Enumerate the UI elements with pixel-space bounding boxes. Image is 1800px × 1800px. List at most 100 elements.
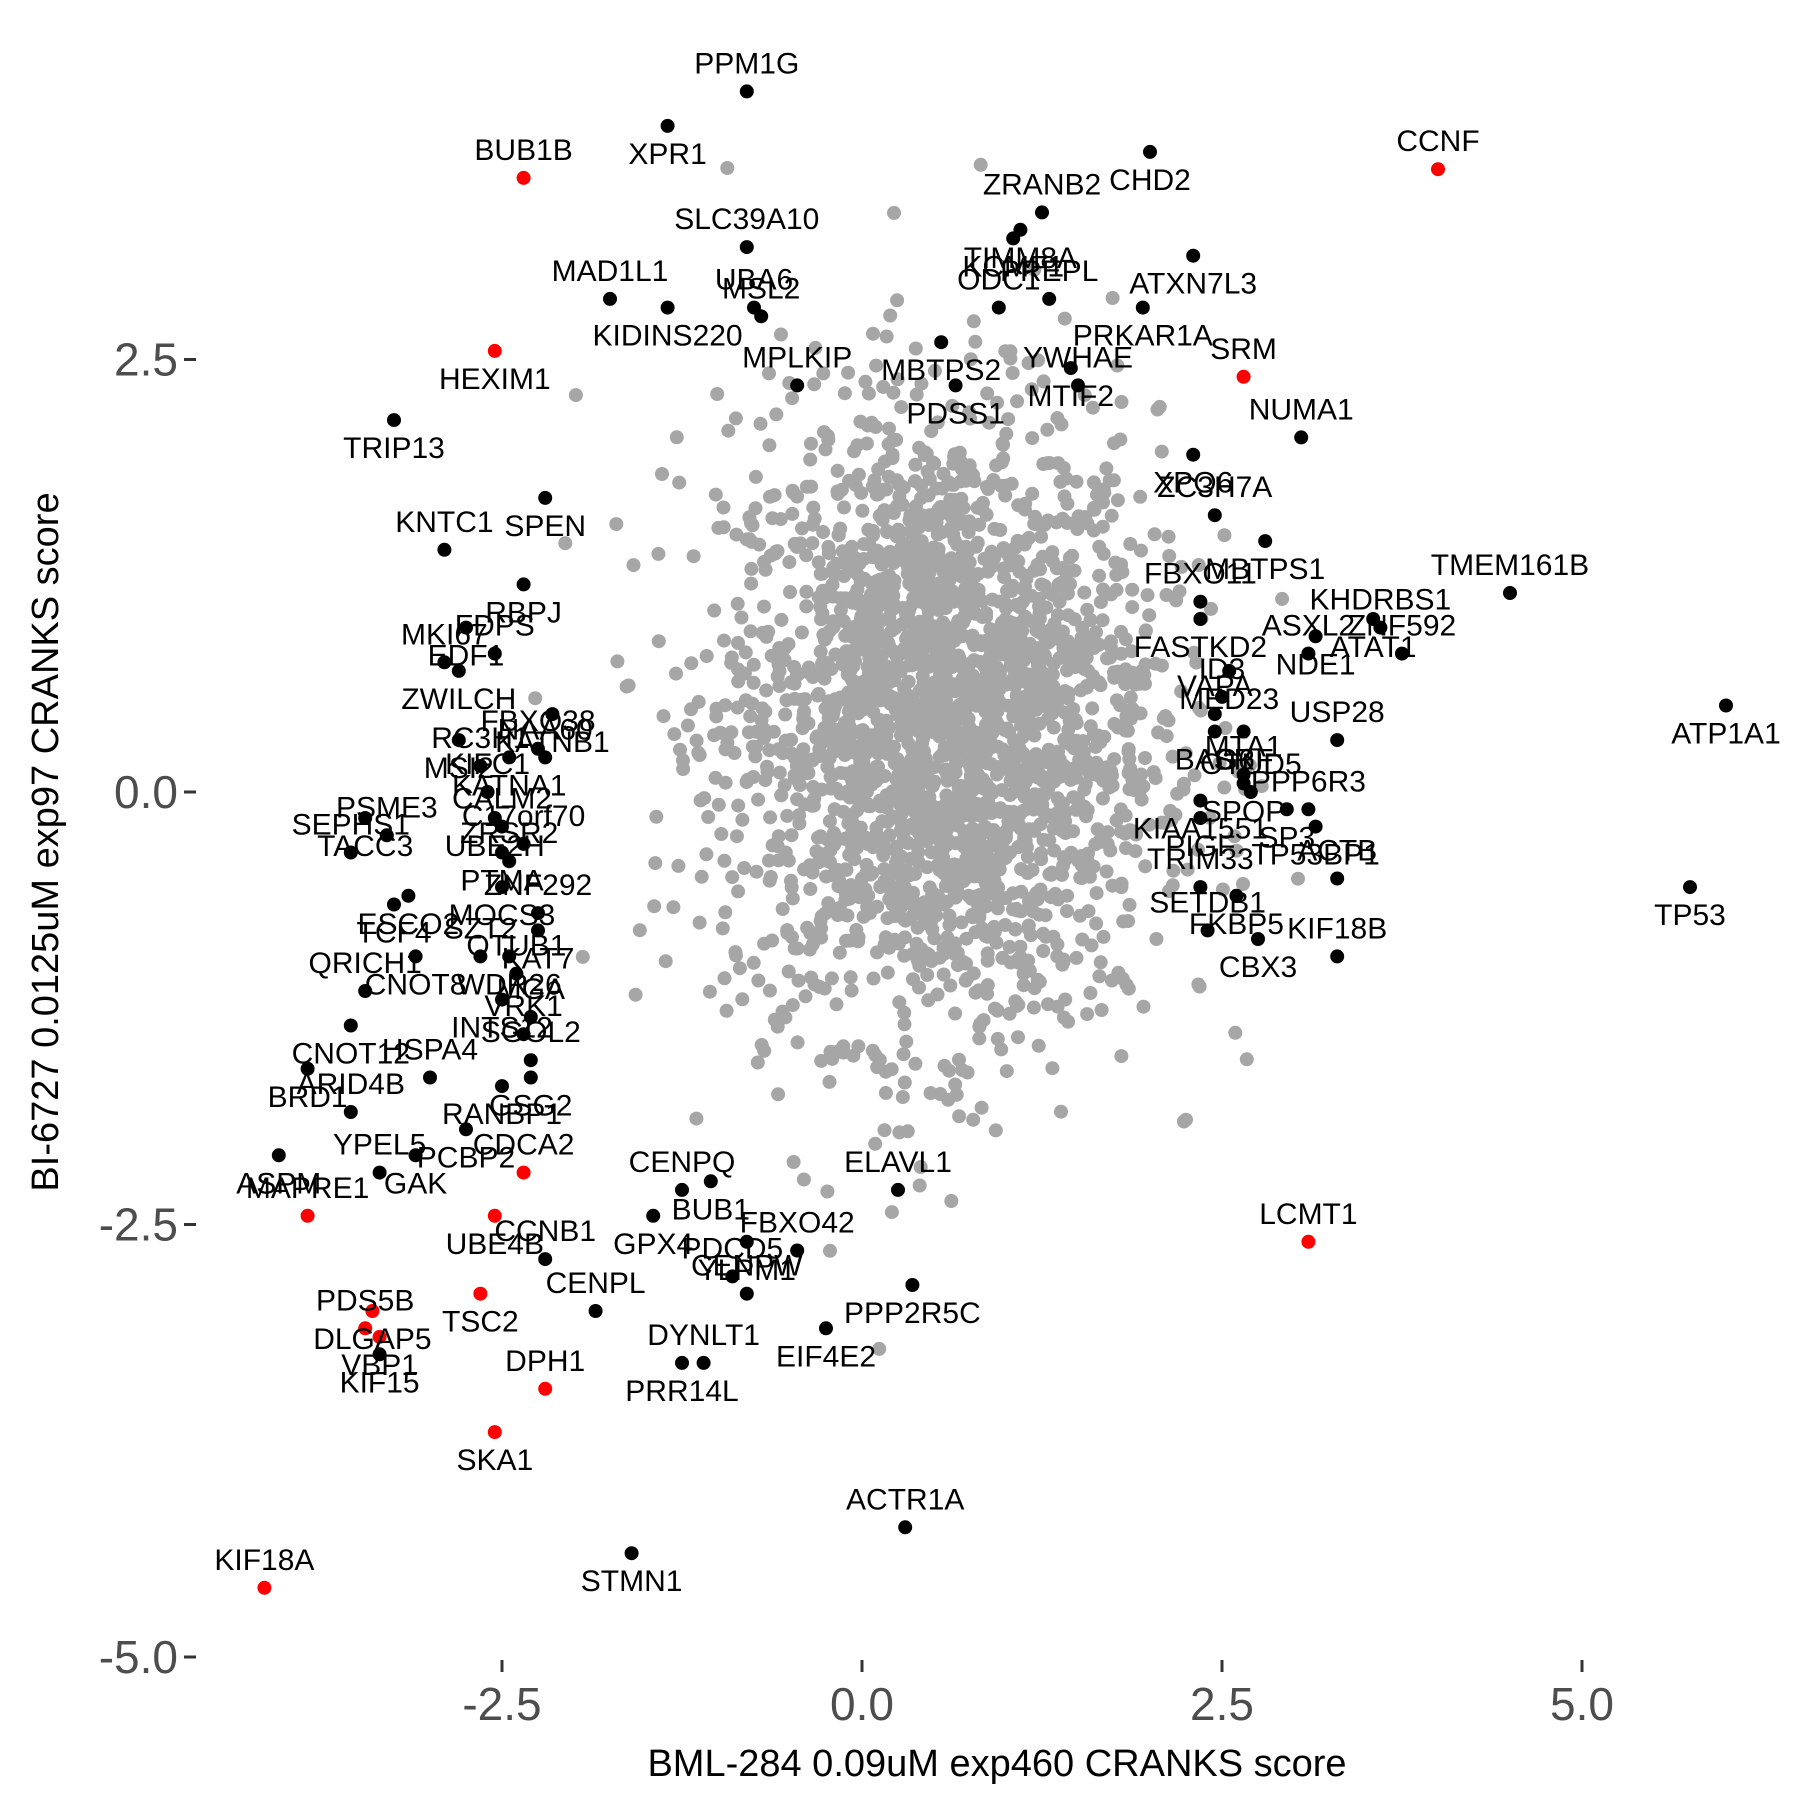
- background-point: [724, 725, 739, 740]
- background-point: [1080, 602, 1095, 617]
- background-point: [892, 995, 907, 1010]
- background-point: [915, 620, 930, 635]
- gene-point: [675, 1355, 689, 1370]
- background-point: [757, 554, 771, 569]
- gene-point: [1330, 871, 1345, 886]
- background-point: [1034, 529, 1049, 544]
- background-point: [991, 718, 1006, 733]
- background-point: [770, 544, 785, 559]
- gene-point: [523, 1009, 538, 1024]
- background-point: [1049, 515, 1064, 530]
- background-point: [1040, 422, 1055, 437]
- gene-label: INTS12: [451, 1012, 553, 1045]
- background-point: [717, 633, 731, 648]
- background-point: [669, 666, 683, 681]
- background-point: [710, 387, 725, 401]
- background-point: [1010, 394, 1025, 409]
- background-point: [1008, 922, 1023, 937]
- background-point: [1051, 456, 1066, 471]
- background-point: [746, 675, 761, 690]
- background-point: [655, 467, 669, 481]
- gene-label: DLGAP5: [313, 1323, 431, 1356]
- background-point: [1092, 969, 1107, 984]
- background-point: [962, 657, 977, 671]
- gene-label: CENPW: [691, 1250, 803, 1283]
- gene-point: [675, 1182, 689, 1197]
- gene-point: [660, 118, 675, 133]
- background-point: [994, 615, 1009, 630]
- gene-point: [437, 655, 452, 670]
- background-point: [822, 814, 837, 829]
- gene-label: ATP1A1: [1671, 718, 1781, 751]
- background-point: [873, 880, 888, 895]
- background-point: [1015, 782, 1030, 796]
- background-point: [825, 577, 840, 592]
- background-point: [853, 766, 868, 781]
- gene-label: SRF: [1214, 744, 1274, 777]
- background-point: [1073, 908, 1087, 923]
- gene-label: MSI2: [424, 752, 494, 785]
- background-point: [933, 628, 948, 643]
- background-point: [1125, 582, 1140, 597]
- background-point: [950, 710, 965, 725]
- background-point: [667, 727, 682, 742]
- background-point: [748, 501, 763, 516]
- gene-point: [531, 906, 545, 921]
- x-tick-label: 5.0: [1550, 1678, 1614, 1730]
- background-point: [1031, 667, 1046, 682]
- background-point: [948, 619, 963, 634]
- gene-label: XPR1: [628, 138, 706, 171]
- background-point: [825, 868, 840, 883]
- background-point: [743, 709, 758, 724]
- background-point: [1083, 986, 1098, 1000]
- background-point: [877, 727, 892, 742]
- background-point: [803, 882, 818, 896]
- background-point: [974, 1100, 989, 1115]
- background-point: [1092, 539, 1107, 554]
- background-point: [959, 582, 974, 597]
- background-point: [805, 517, 820, 532]
- gene-point: [1143, 144, 1157, 159]
- background-point: [892, 1125, 907, 1140]
- background-point: [1036, 374, 1051, 389]
- background-point: [895, 1090, 910, 1105]
- gene-label: SPEN: [504, 510, 586, 543]
- background-point: [1051, 744, 1066, 759]
- background-point: [987, 1001, 1002, 1016]
- gene-label: PDCD5: [682, 1232, 784, 1265]
- background-point: [968, 334, 983, 349]
- background-point: [815, 606, 830, 621]
- background-point: [979, 668, 994, 683]
- background-point: [814, 921, 829, 936]
- background-point: [744, 561, 759, 576]
- background-point: [937, 946, 951, 961]
- background-point: [871, 759, 885, 774]
- background-point: [781, 964, 796, 979]
- background-point: [785, 483, 800, 498]
- background-point: [1089, 886, 1104, 901]
- background-point: [1004, 630, 1019, 645]
- background-point: [717, 853, 732, 868]
- background-point: [1150, 402, 1165, 417]
- background-point: [837, 500, 851, 515]
- background-point: [814, 1053, 829, 1068]
- background-point: [791, 973, 806, 988]
- background-point: [718, 698, 733, 713]
- background-point: [1104, 973, 1119, 988]
- background-point: [1088, 739, 1103, 754]
- background-point: [908, 341, 923, 356]
- background-point: [1138, 859, 1153, 874]
- background-point: [845, 673, 859, 687]
- background-point: [876, 848, 891, 863]
- gene-point: [538, 750, 553, 765]
- background-point: [1006, 616, 1021, 631]
- background-point: [648, 856, 663, 871]
- gene-point: [739, 84, 754, 99]
- background-point: [1003, 788, 1017, 802]
- background-point: [872, 793, 887, 808]
- background-point: [1093, 595, 1108, 610]
- background-point: [885, 451, 900, 466]
- gene-point: [1042, 291, 1057, 306]
- background-point: [784, 828, 799, 843]
- background-point: [942, 918, 957, 932]
